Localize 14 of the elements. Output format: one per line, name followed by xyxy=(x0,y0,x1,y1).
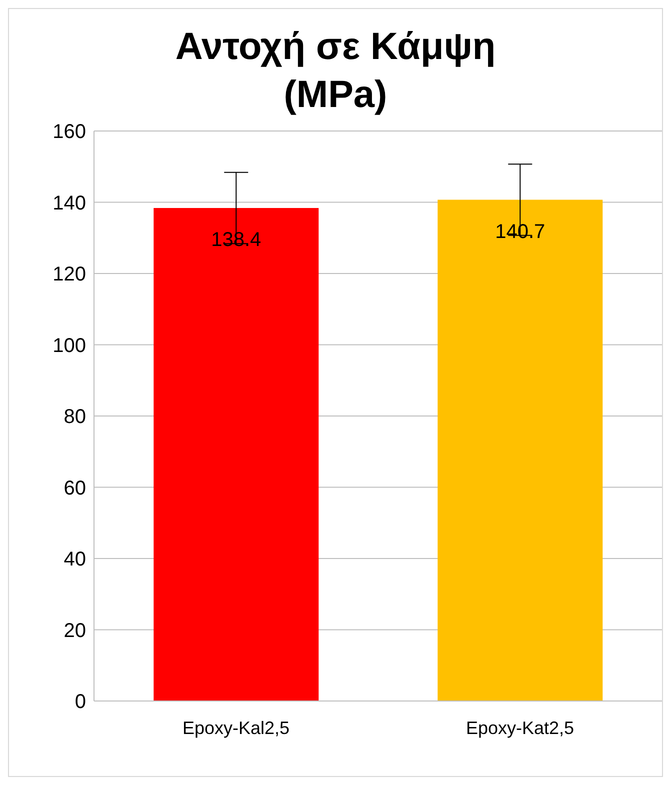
y-tick-label: 120 xyxy=(52,264,86,286)
y-tick-label: 40 xyxy=(64,548,86,571)
data-label: 140.7 xyxy=(495,220,546,243)
y-tick-label: 100 xyxy=(52,334,86,357)
y-tick-label: 140 xyxy=(52,192,86,214)
x-tick-label: Epoxy-Kat2,5 xyxy=(466,718,574,738)
chart-title: Αντοχή σε Κάμψη (MPa) xyxy=(174,25,497,118)
y-tick-label: 60 xyxy=(64,477,86,500)
y-tick-label: 160 xyxy=(52,121,86,144)
data-label: 138.4 xyxy=(211,228,262,251)
x-tick-label: Epoxy-Kal2,5 xyxy=(182,718,290,738)
y-tick-label: 0 xyxy=(74,691,86,714)
y-tick-label: 80 xyxy=(64,406,86,428)
y-tick-label: 20 xyxy=(64,620,86,642)
